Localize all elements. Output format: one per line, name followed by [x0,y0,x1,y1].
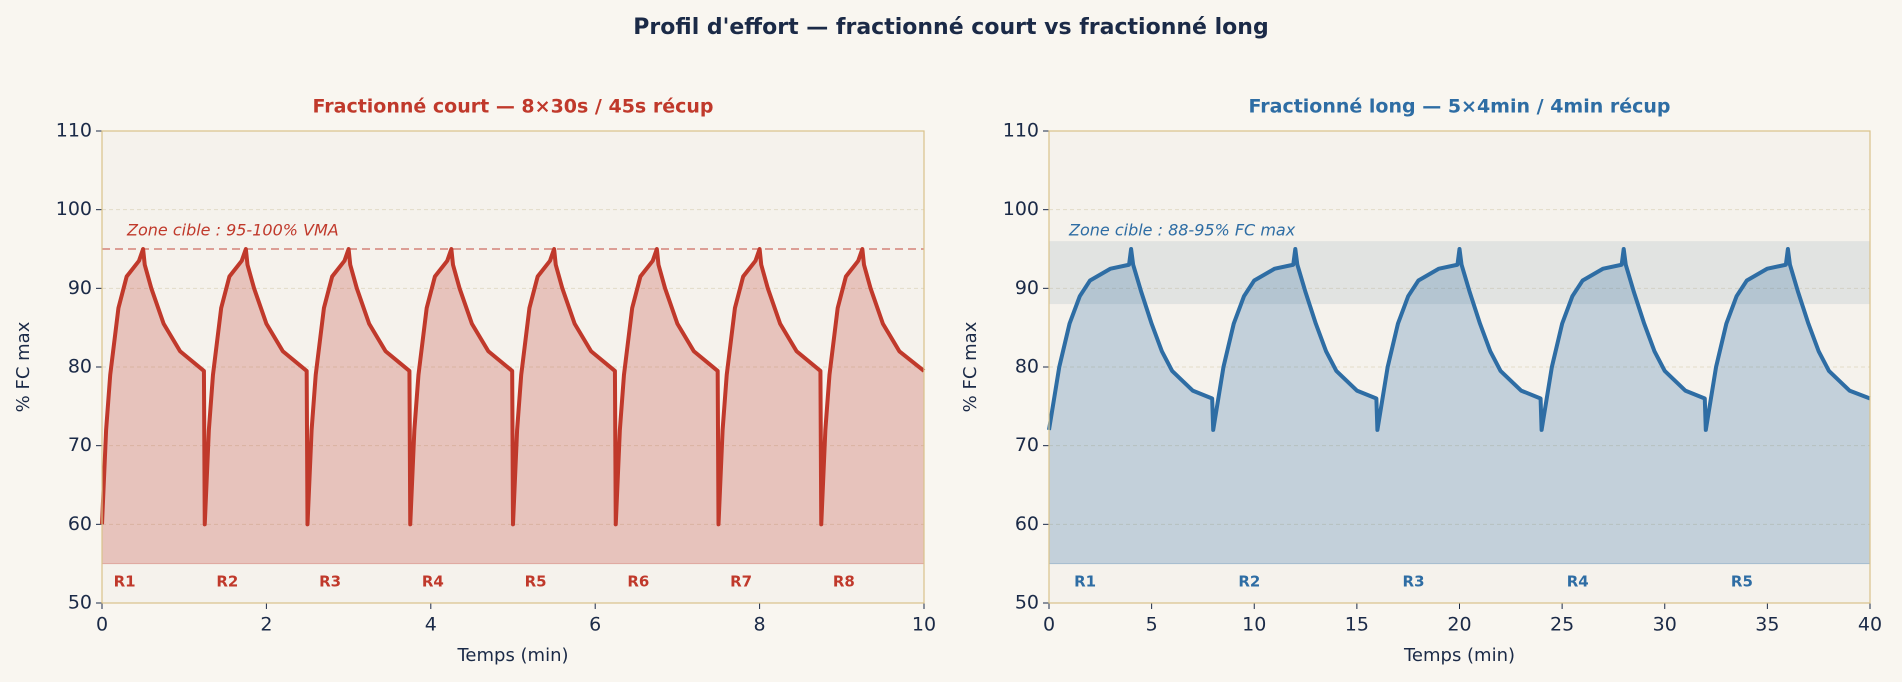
target-label: Zone cible : 95-100% VMA [126,221,339,240]
y-tick-label: 50 [68,592,92,614]
x-tick-label: 35 [1755,614,1779,636]
y-tick-label: 50 [1015,592,1039,614]
x-tick-label: 0 [1043,614,1055,636]
x-tick-label: 6 [589,614,601,636]
y-axis-label: % FC max [13,321,34,412]
rep-label: R2 [1238,573,1260,591]
x-tick-label: 2 [260,614,272,636]
x-tick-label: 10 [1242,614,1266,636]
plot-frame [1048,130,1871,604]
rep-label: R6 [627,573,649,591]
rep-label: R4 [1567,573,1589,591]
y-tick-label: 70 [1015,434,1039,456]
rep-label: R1 [114,573,136,591]
y-tick-label: 100 [1003,198,1039,220]
y-tick-label: 110 [1003,120,1039,142]
rep-label: R5 [1731,573,1753,591]
target-label: Zone cible : 88-95% FC max [1068,221,1296,240]
rep-label: R8 [833,573,855,591]
y-tick-label: 80 [68,356,92,378]
x-tick-label: 30 [1653,614,1677,636]
x-tick-label: 25 [1550,614,1574,636]
x-tick-label: 0 [96,614,108,636]
x-tick-label: 5 [1146,614,1158,636]
rep-label: R7 [730,573,752,591]
y-tick-label: 80 [1015,356,1039,378]
y-tick-label: 60 [1015,513,1039,535]
y-tick-label: 60 [68,513,92,535]
x-tick-label: 15 [1345,614,1369,636]
x-tick-label: 40 [1858,614,1882,636]
x-tick-label: 10 [912,614,936,636]
x-tick-label: 8 [754,614,766,636]
chart-title: Fractionné long — 5×4min / 4min récup [1248,96,1670,118]
x-tick-label: 20 [1447,614,1471,636]
rep-label: R5 [525,573,547,591]
line [100,247,926,527]
rep-label: R4 [422,573,444,591]
y-tick-label: 70 [68,434,92,456]
area-fill [102,249,924,564]
y-tick-label: 90 [1015,277,1039,299]
area-fill [1049,249,1870,564]
line [1047,247,1871,432]
x-axis-label: Temps (min) [1403,645,1515,666]
rep-label: R3 [1403,573,1425,591]
x-tick-label: 4 [425,614,437,636]
x-axis-label: Temps (min) [456,645,568,666]
plot-frame [101,130,925,604]
rep-label: R1 [1074,573,1096,591]
figure-title: Profil d'effort — fractionné court vs fr… [633,15,1268,40]
chart-title: Fractionné court — 8×30s / 45s récup [312,96,713,118]
y-tick-label: 110 [56,120,92,142]
y-tick-label: 100 [56,198,92,220]
rep-label: R2 [216,573,238,591]
y-axis-label: % FC max [960,321,981,412]
rep-label: R3 [319,573,341,591]
y-tick-label: 90 [68,277,92,299]
